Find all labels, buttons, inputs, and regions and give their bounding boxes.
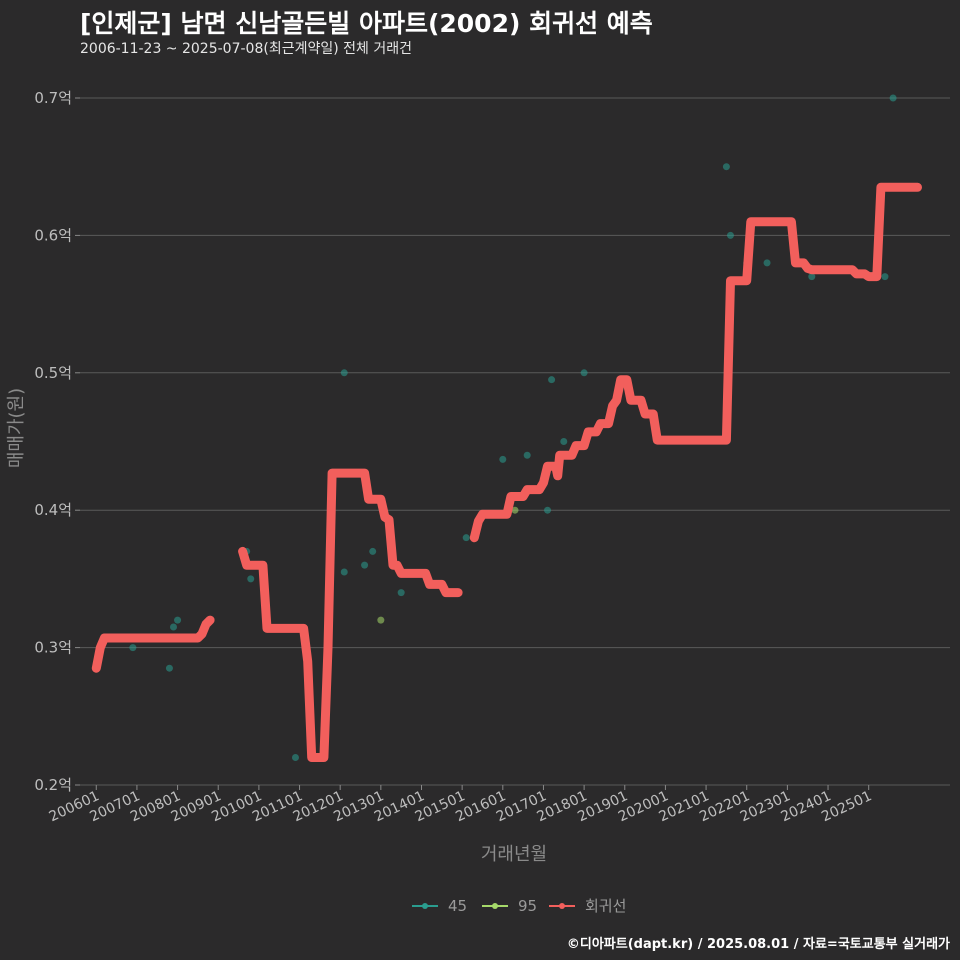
- scatter-point-45: [726, 231, 734, 239]
- scatter-point-45: [369, 547, 377, 555]
- scatter-point-45: [548, 376, 556, 384]
- scatter-point-45: [808, 273, 816, 281]
- scatter-point-45: [722, 163, 730, 171]
- scatter-point-45: [247, 575, 255, 583]
- scatter-point-45: [544, 506, 552, 514]
- footer-credit: ©디아파트(dapt.kr) / 2025.08.01 / 자료=국토교통부 실…: [566, 937, 950, 952]
- y-axis-ticks: 0.2억 0.3억 0.4억 0.5억 0.6억 0.7억: [34, 89, 80, 794]
- chart-subtitle: 2006-11-23 ~ 2025-07-08(최근계약일) 전체 거래건: [80, 41, 412, 57]
- grid-lines: [80, 97, 950, 786]
- regression-line-segment-2: [469, 182, 922, 543]
- scatter-point-45: [170, 623, 178, 631]
- scatter-point-45: [291, 754, 299, 762]
- scatter-point-45: [889, 94, 897, 102]
- scatter-point-45: [340, 369, 348, 377]
- y-tick-label: 0.7억: [34, 89, 72, 107]
- y-tick-label: 0.5억: [34, 364, 72, 382]
- legend-label: 95: [518, 897, 537, 915]
- scatter-point-45: [129, 644, 137, 652]
- legend-label: 45: [448, 897, 467, 915]
- scatter-point-45: [881, 273, 889, 281]
- scatter-point-45: [560, 438, 568, 445]
- scatter-point-45: [361, 561, 369, 569]
- scatter-point-45: [523, 451, 531, 459]
- chart-title: [인제군] 남면 신남골든빌 아파트(2002) 회귀선 예측: [80, 9, 653, 38]
- regression-line-segment-0: [91, 615, 215, 673]
- scatter-point-95: [377, 616, 385, 624]
- regression-line-layer: [91, 182, 922, 762]
- x-axis-title: 거래년월: [481, 844, 547, 865]
- scatter-point-45: [165, 664, 173, 672]
- legend-label: 회귀선: [585, 897, 626, 915]
- regression-line-segment-1: [238, 468, 463, 762]
- scatter-point-45: [462, 534, 470, 542]
- legend-key-dot: [559, 903, 565, 909]
- scatter-point-45: [397, 589, 405, 597]
- legend: 45 95 회귀선: [412, 897, 626, 915]
- scatter-point-45: [340, 568, 348, 576]
- legend-key-dot: [422, 903, 428, 909]
- scatter-point-45: [499, 455, 507, 463]
- y-axis-title: 매매가(원): [6, 388, 27, 468]
- y-tick-label: 0.4억: [34, 501, 72, 519]
- scatter-point-95: [511, 506, 519, 514]
- scatter-points: [129, 94, 897, 762]
- scatter-point-45: [580, 369, 588, 377]
- scatter-point-45: [174, 616, 182, 624]
- x-axis-ticks: 2006012007012008012009012010012011012012…: [47, 785, 874, 825]
- y-tick-label: 0.6억: [34, 226, 72, 244]
- y-tick-label: 0.2억: [34, 776, 72, 794]
- scatter-point-45: [763, 259, 771, 267]
- legend-key-dot: [492, 903, 498, 909]
- y-tick-label: 0.3억: [34, 639, 72, 657]
